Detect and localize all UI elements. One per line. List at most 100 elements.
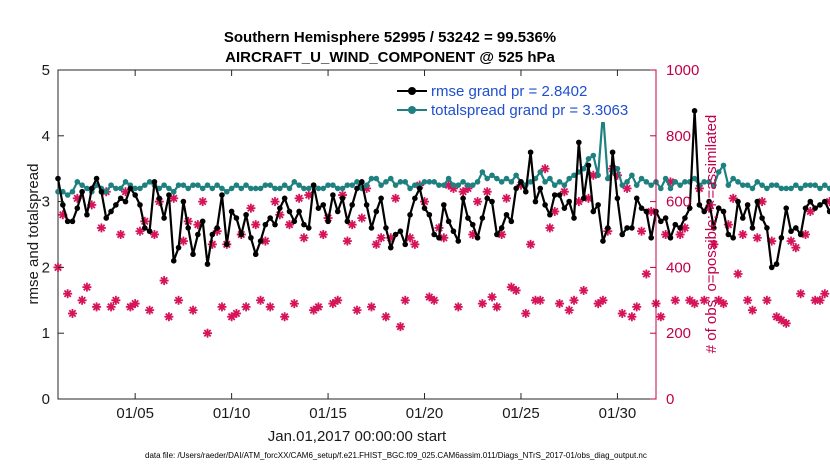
obs-count-point (125, 302, 135, 312)
obs-count-point (719, 299, 729, 309)
obs-count-point (796, 289, 806, 299)
rmse-point (248, 234, 254, 241)
obs-count-point (347, 220, 357, 230)
totalspread-point (421, 179, 428, 185)
totalspread-point (711, 182, 717, 188)
rmse-point (518, 179, 524, 185)
obs-count-point (366, 302, 376, 312)
y-tick-label-right: 1000 (666, 62, 699, 79)
obs-count-point (622, 183, 632, 193)
totalspread-point (455, 182, 462, 188)
rmse-point (783, 205, 790, 211)
rmse-point (711, 225, 717, 231)
rmse-point (542, 202, 548, 208)
rmse-point (175, 244, 182, 251)
rmse-point (821, 198, 828, 205)
rmse-point (363, 202, 370, 208)
rmse-point (662, 215, 669, 221)
rmse-point (223, 241, 230, 248)
chart-subtitle: AIRCRAFT_U_WIND_COMPONENT @ 525 hPa (225, 49, 555, 66)
rmse-point (407, 211, 413, 218)
rmse-point (69, 218, 76, 225)
totalspread-point (305, 185, 312, 192)
totalspread-point (527, 179, 534, 185)
obs-count-point (675, 230, 685, 239)
totalspread-point (383, 179, 389, 185)
rmse-point (373, 208, 380, 215)
rmse-point (580, 195, 587, 202)
obs-count-point (820, 289, 830, 299)
obs-count-point (598, 295, 608, 305)
totalspread-point (320, 185, 327, 192)
legend-marker-rmse (408, 87, 416, 95)
rmse-point (561, 205, 568, 211)
totalspread-point (339, 185, 346, 192)
rmse-point (137, 202, 143, 208)
rmse-point (228, 208, 235, 215)
rmse-point (383, 225, 389, 231)
ticks-layer: 0 1 2 3 4 5 0 200 400 600 800 1000 01/05 01/10 01/15 01… (42, 62, 700, 422)
obs-count-point (280, 312, 290, 322)
rmse-point (344, 218, 351, 225)
rmse-point (436, 234, 442, 241)
rmse-point (807, 198, 814, 205)
x-tick-label: 01/20 (406, 405, 444, 422)
totalspread-point (103, 188, 110, 195)
totalspread-point (363, 182, 370, 188)
totalspread-point (537, 169, 544, 175)
obs-count-point (492, 302, 502, 312)
rmse-point (522, 188, 529, 195)
rmse-point (79, 188, 85, 195)
rmse-point (281, 195, 288, 202)
obs-count-point (203, 328, 212, 338)
obs-count-point (333, 295, 343, 305)
obs-count-point (805, 206, 815, 216)
rmse-point (98, 188, 105, 195)
rmse-point (614, 195, 621, 202)
obs-count-point (164, 312, 174, 322)
obs-count-point (564, 305, 574, 315)
rmse-point (180, 198, 187, 205)
legend-label-totalspread: totalspread grand pr = 3.3063 (431, 102, 628, 119)
rmse-point (489, 198, 495, 205)
totalspread-point (619, 182, 626, 188)
rmse-point (132, 192, 138, 198)
totalspread-point (161, 182, 167, 188)
obs-count-point (313, 302, 323, 312)
rmse-point (122, 198, 129, 205)
totalspread-point (137, 185, 143, 192)
x-tick-label: 01/25 (502, 405, 540, 422)
rmse-point (677, 225, 683, 231)
totalspread-point (513, 172, 519, 179)
legend-marker-totalspread (408, 106, 416, 114)
rmse-point (262, 221, 269, 228)
rmse-point (252, 251, 259, 258)
footer-data-file: data file: /Users/raeder/DAI/ATM_forcXX/… (145, 451, 647, 460)
legend-box (394, 78, 644, 122)
rmse-point (624, 225, 630, 231)
legend-label-rmse: rmse grand pr = 2.8402 (431, 83, 587, 100)
totalspread-point (479, 169, 486, 175)
rmse-point (576, 139, 582, 146)
y-tick-label: 5 (42, 62, 50, 79)
rmse-point (730, 234, 736, 241)
totalspread-point (190, 182, 196, 188)
totalspread-point (378, 182, 384, 188)
totalspread-point (238, 185, 245, 192)
obs-count-point (169, 193, 179, 203)
totalspread-point (170, 188, 177, 195)
x-tick-label: 01/05 (116, 405, 154, 422)
rmse-point (55, 175, 61, 182)
rmse-point (93, 175, 100, 182)
rmse-point (735, 198, 741, 205)
totalspread-point (426, 179, 433, 185)
rmse-point (817, 202, 823, 208)
rmse-point (503, 211, 510, 218)
rmse-point (315, 205, 322, 211)
totalspread-point (330, 182, 336, 188)
obs-count-point (521, 308, 531, 318)
obs-count-point (116, 230, 126, 239)
y-axis-label: rmse and totalspread (25, 164, 42, 305)
obs-count-point (424, 292, 434, 302)
rmse-point (349, 202, 355, 208)
